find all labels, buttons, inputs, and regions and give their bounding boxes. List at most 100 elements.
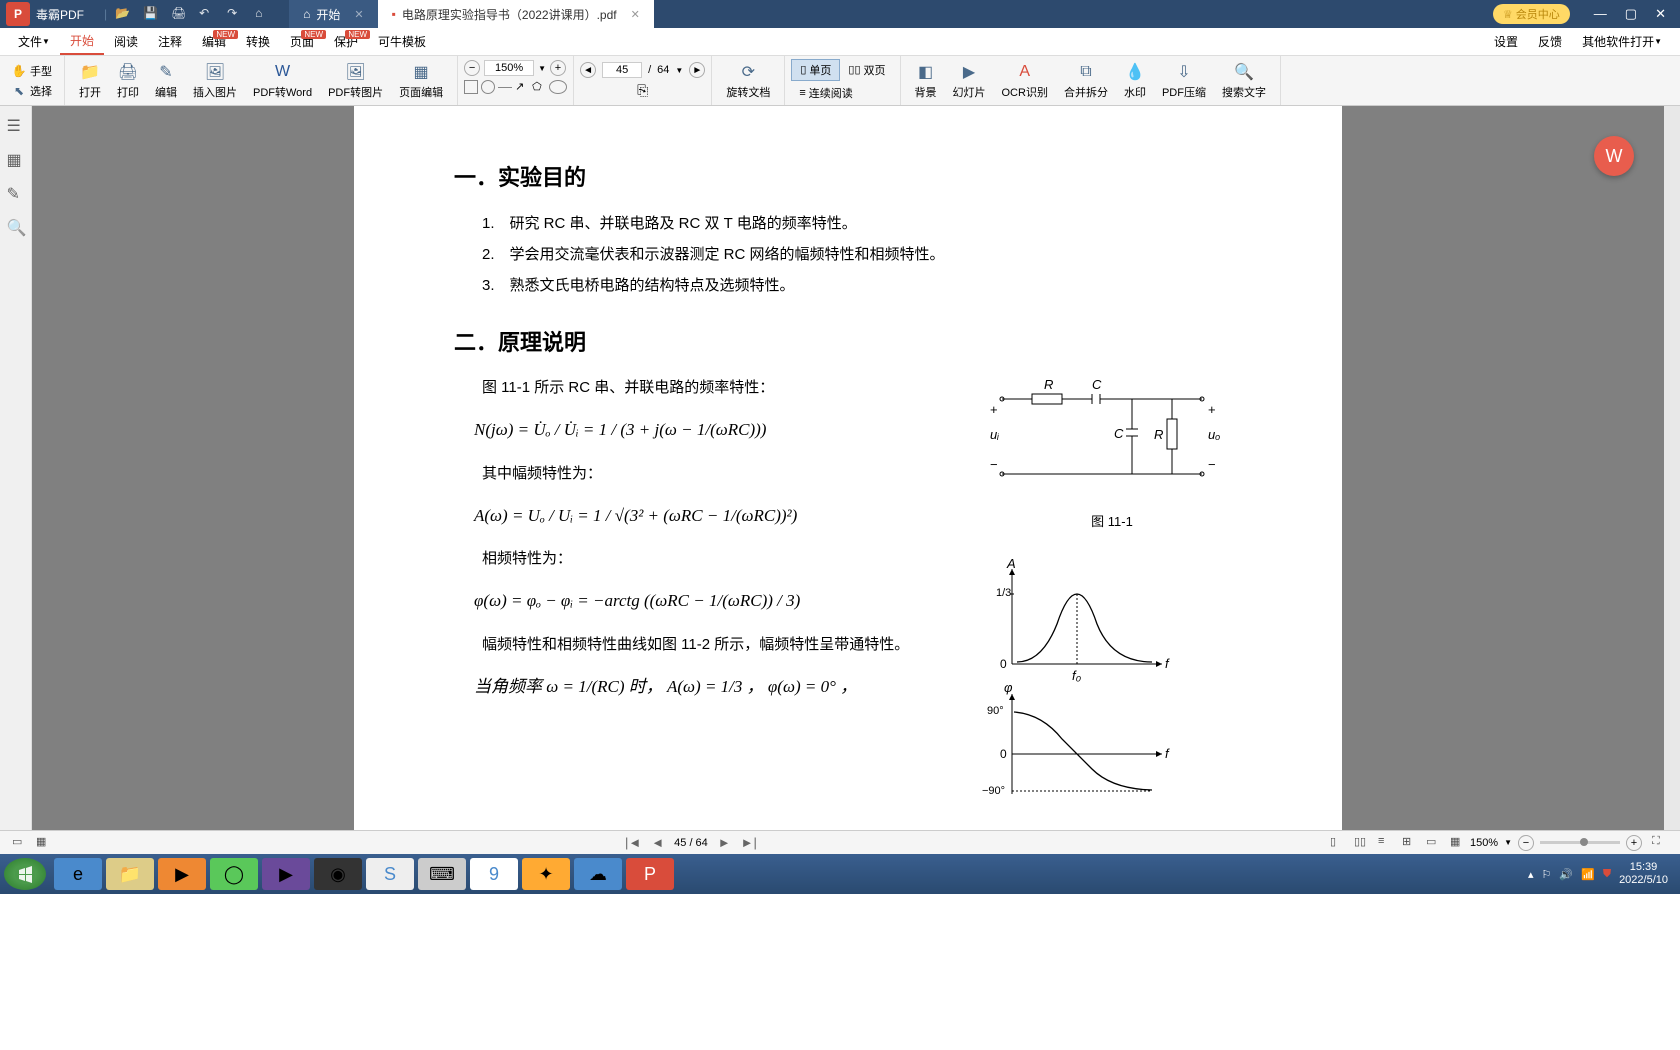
vip-center-button[interactable]: ♕ 会员中心: [1493, 4, 1570, 24]
zoom-input[interactable]: [484, 60, 534, 76]
fullscreen-icon[interactable]: ⛶: [1652, 835, 1668, 851]
taskbar-explorer[interactable]: 📁: [106, 858, 154, 890]
outline-icon[interactable]: ☰: [7, 116, 25, 134]
search-button[interactable]: 🔍搜索文字: [1214, 56, 1274, 105]
last-page-button[interactable]: ►|: [741, 835, 757, 850]
first-page-button[interactable]: |◄: [625, 835, 641, 850]
open-file-icon[interactable]: 📂: [115, 6, 131, 22]
search-panel-icon[interactable]: 🔍: [7, 218, 25, 236]
oval-shape-icon[interactable]: [549, 80, 567, 94]
view-mode-4-icon[interactable]: ⊞: [1402, 835, 1418, 851]
pdf-to-word-button[interactable]: WPDF转Word: [245, 56, 320, 105]
menu-open-other[interactable]: 其他软件打开▼: [1572, 28, 1672, 55]
undo-icon[interactable]: ↶: [199, 6, 215, 22]
line-shape-icon[interactable]: [498, 87, 512, 101]
tab-home[interactable]: ⌂ 开始 ✕: [289, 0, 377, 28]
menu-file[interactable]: 文件▼: [8, 28, 60, 55]
double-page-view[interactable]: ▯▯双页: [840, 59, 893, 81]
open-button[interactable]: 📁打开: [71, 56, 109, 105]
pdf-to-image-button[interactable]: 🖼PDF转图片: [320, 56, 391, 105]
circle-shape-icon[interactable]: [481, 80, 495, 94]
maximize-button[interactable]: ▢: [1625, 6, 1637, 22]
home-icon[interactable]: ⌂: [255, 6, 271, 22]
tray-up-icon[interactable]: ▴: [1528, 868, 1534, 881]
zoom-in-button[interactable]: +: [1626, 835, 1642, 851]
select-tool[interactable]: ⬉选择: [6, 81, 58, 101]
annotations-icon[interactable]: ✎: [7, 184, 25, 202]
menu-annotate[interactable]: 注释: [148, 28, 192, 55]
view-mode-5-icon[interactable]: ▭: [1426, 835, 1442, 851]
edit-button[interactable]: ✎编辑: [147, 56, 185, 105]
zoom-in-button[interactable]: +: [550, 60, 566, 76]
zoom-out-button[interactable]: −: [464, 60, 480, 76]
floating-action-button[interactable]: W: [1594, 136, 1634, 176]
taskbar-sogou[interactable]: S: [366, 858, 414, 890]
menu-convert[interactable]: 转换: [236, 28, 280, 55]
thumbnail-toggle-icon[interactable]: ▦: [36, 835, 52, 851]
taskbar-app1[interactable]: 9: [470, 858, 518, 890]
taskbar-player[interactable]: ▶: [262, 858, 310, 890]
single-page-view[interactable]: ▯单页: [791, 59, 840, 81]
next-page-button[interactable]: ►: [718, 835, 731, 850]
merge-split-button[interactable]: ⧉合并拆分: [1056, 56, 1116, 105]
next-page-button[interactable]: ►: [689, 62, 705, 78]
view-mode-3-icon[interactable]: ≡: [1378, 835, 1394, 851]
taskbar-ie[interactable]: e: [54, 858, 102, 890]
rotate-button[interactable]: ⟳旋转文档: [718, 56, 778, 105]
close-icon[interactable]: ✕: [354, 8, 363, 21]
redo-icon[interactable]: ↷: [227, 6, 243, 22]
menu-start[interactable]: 开始: [60, 28, 104, 55]
prev-page-button[interactable]: ◄: [651, 835, 664, 850]
tray-flag-icon[interactable]: ⚐: [1542, 868, 1552, 881]
taskbar-app2[interactable]: ✦: [522, 858, 570, 890]
menu-templates[interactable]: 可牛模板: [368, 28, 436, 55]
zoom-out-button[interactable]: −: [1518, 835, 1534, 851]
compress-button[interactable]: ⇩PDF压缩: [1154, 56, 1214, 105]
insert-image-button[interactable]: 🖼插入图片: [185, 56, 245, 105]
start-button[interactable]: [4, 858, 46, 890]
taskbar-disc[interactable]: ◉: [314, 858, 362, 890]
print-button[interactable]: 🖨打印: [109, 56, 147, 105]
menu-page[interactable]: 页面NEW: [280, 28, 324, 55]
print-icon[interactable]: 🖨: [171, 6, 187, 22]
ocr-button[interactable]: AOCR识别: [994, 56, 1056, 105]
page-edit-button[interactable]: ▦页面编辑: [391, 56, 451, 105]
tray-network-icon[interactable]: 📶: [1581, 868, 1595, 881]
watermark-button[interactable]: 💧水印: [1116, 56, 1154, 105]
prev-page-button[interactable]: ◄: [580, 62, 596, 78]
document-viewport[interactable]: 一．实验目的 1. 研究 RC 串、并联电路及 RC 双 T 电路的频率特性。 …: [32, 106, 1664, 830]
zoom-slider[interactable]: [1540, 841, 1620, 844]
polygon-shape-icon[interactable]: ⬠: [532, 80, 546, 94]
arrow-shape-icon[interactable]: ↗: [515, 80, 529, 94]
scrollbar[interactable]: [1664, 106, 1680, 830]
slideshow-button[interactable]: ▶幻灯片: [945, 56, 994, 105]
menu-read[interactable]: 阅读: [104, 28, 148, 55]
menu-edit[interactable]: 编辑NEW: [192, 28, 236, 55]
view-mode-2-icon[interactable]: ▯▯: [1354, 835, 1370, 851]
minimize-button[interactable]: —: [1594, 6, 1607, 22]
menu-protect[interactable]: 保护NEW: [324, 28, 368, 55]
thumbnails-icon[interactable]: ▦: [7, 150, 25, 168]
taskbar-keyboard[interactable]: ⌨: [418, 858, 466, 890]
close-icon[interactable]: ✕: [631, 8, 640, 21]
page-input[interactable]: [602, 62, 642, 78]
view-mode-1-icon[interactable]: ▯: [1330, 835, 1346, 851]
background-button[interactable]: ◧背景: [907, 56, 945, 105]
save-icon[interactable]: 💾: [143, 6, 159, 22]
tab-document[interactable]: ▪ 电路原理实验指导书（2022讲课用）.pdf ✕: [378, 0, 654, 28]
menu-feedback[interactable]: 反馈: [1528, 28, 1572, 55]
continuous-view[interactable]: ≡连续阅读: [791, 83, 893, 103]
outline-toggle-icon[interactable]: ▭: [12, 835, 28, 851]
rect-shape-icon[interactable]: [464, 80, 478, 94]
taskbar-pdf-app[interactable]: P: [626, 858, 674, 890]
close-button[interactable]: ✕: [1655, 6, 1666, 22]
taskbar-app3[interactable]: ☁: [574, 858, 622, 890]
hand-tool[interactable]: ✋手型: [6, 61, 58, 81]
view-mode-6-icon[interactable]: ▦: [1450, 835, 1466, 851]
menu-settings[interactable]: 设置: [1484, 28, 1528, 55]
tray-shield-icon[interactable]: ⛊: [1603, 868, 1611, 881]
tray-volume-icon[interactable]: 🔊: [1559, 868, 1573, 881]
taskbar-clock[interactable]: 15:39 2022/5/10: [1619, 861, 1668, 887]
taskbar-media[interactable]: ▶: [158, 858, 206, 890]
taskbar-browser[interactable]: ◯: [210, 858, 258, 890]
